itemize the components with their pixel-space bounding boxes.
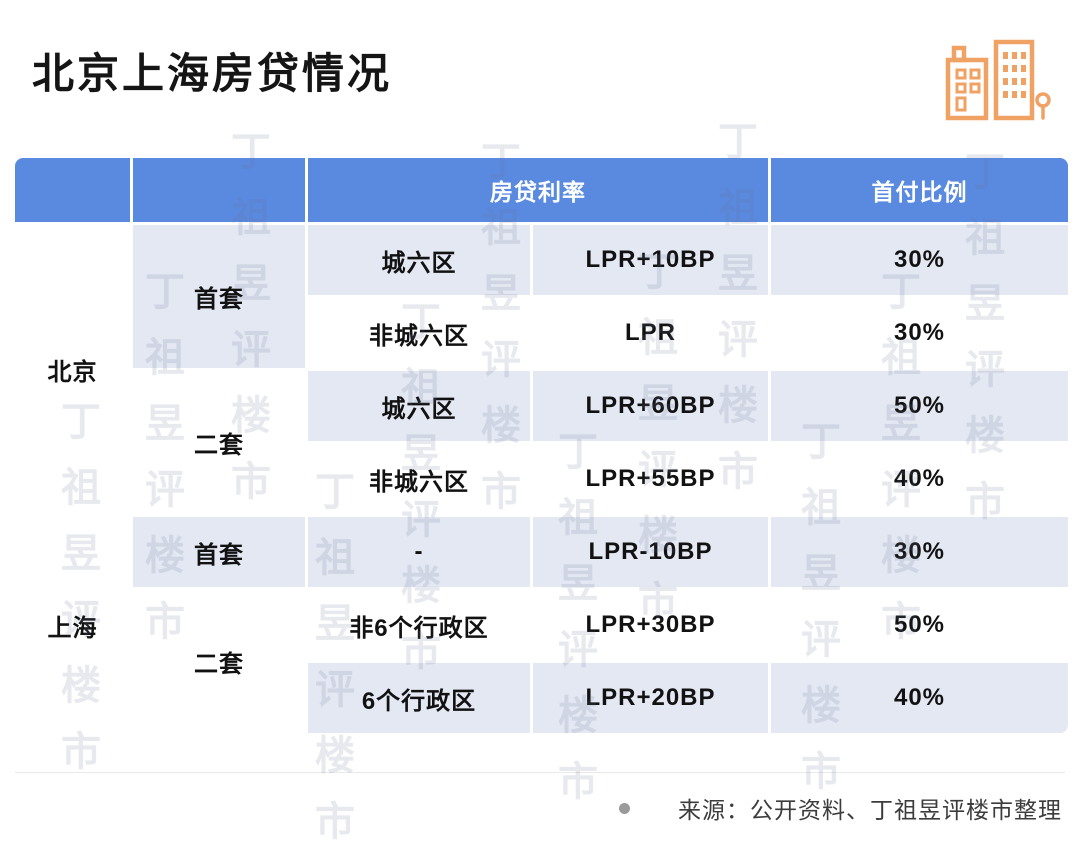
rate-cell: LPR+60BP [533,371,768,441]
table-row: 二套 城六区 LPR+60BP 50% [15,371,1068,514]
rate-cell: LPR+30BP [533,590,768,660]
table-row: 6个行政区 LPR+20BP 40% [15,663,1068,733]
type-cell: 首套 [133,225,305,368]
down-cell: 40% [771,444,1068,514]
district-cell: 城六区 [308,371,530,441]
footer-divider [15,772,1065,773]
header-down-payment: 首付比例 [771,158,1068,222]
table-row: 上海 首套 - LPR-10BP 30% [15,517,1068,733]
rate-cell: LPR+55BP [533,444,768,514]
source-text: 来源：公开资料、丁祖昱评楼市整理 [678,797,1062,823]
type-cell: 首套 [133,517,305,587]
table-row: 非城六区 LPR+55BP 40% [15,444,1068,514]
district-cell: 非城六区 [308,444,530,514]
table-row: 二套 非6个行政区 LPR+30BP 50% [15,590,1068,733]
header-row: 房贷利率 首付比例 [15,158,1068,222]
header-type-cell [133,158,305,222]
city-cell: 北京 [15,225,130,514]
down-cell: 40% [771,663,1068,733]
city-cell: 上海 [15,517,130,733]
table-row: 非城六区 LPR 30% [15,298,1068,368]
district-cell: 6个行政区 [308,663,530,733]
header-rate: 房贷利率 [308,158,768,222]
down-cell: 30% [771,225,1068,295]
district-cell: - [308,517,530,587]
down-cell: 30% [771,517,1068,587]
buildings-icon [945,39,1051,121]
mortgage-table: 房贷利率 首付比例 北京 首套 城六区 LPR+10BP 30% 非城六区 LP… [12,155,1071,736]
type-cell: 二套 [133,371,305,514]
rate-cell: LPR-10BP [533,517,768,587]
down-cell: 30% [771,298,1068,368]
table-row: 北京 首套 城六区 LPR+10BP 30% [15,225,1068,514]
rate-cell: LPR [533,298,768,368]
type-cell: 二套 [133,590,305,733]
district-cell: 非6个行政区 [308,590,530,660]
down-cell: 50% [771,590,1068,660]
rate-cell: LPR+20BP [533,663,768,733]
header-city-cell [15,158,130,222]
rate-cell: LPR+10BP [533,225,768,295]
source-bullet-icon [619,802,630,814]
page-title: 北京上海房贷情况 [32,50,393,97]
down-cell: 50% [771,371,1068,441]
district-cell: 非城六区 [308,298,530,368]
district-cell: 城六区 [308,225,530,295]
footer: 来源：公开资料、丁祖昱评楼市整理 [15,790,1062,826]
